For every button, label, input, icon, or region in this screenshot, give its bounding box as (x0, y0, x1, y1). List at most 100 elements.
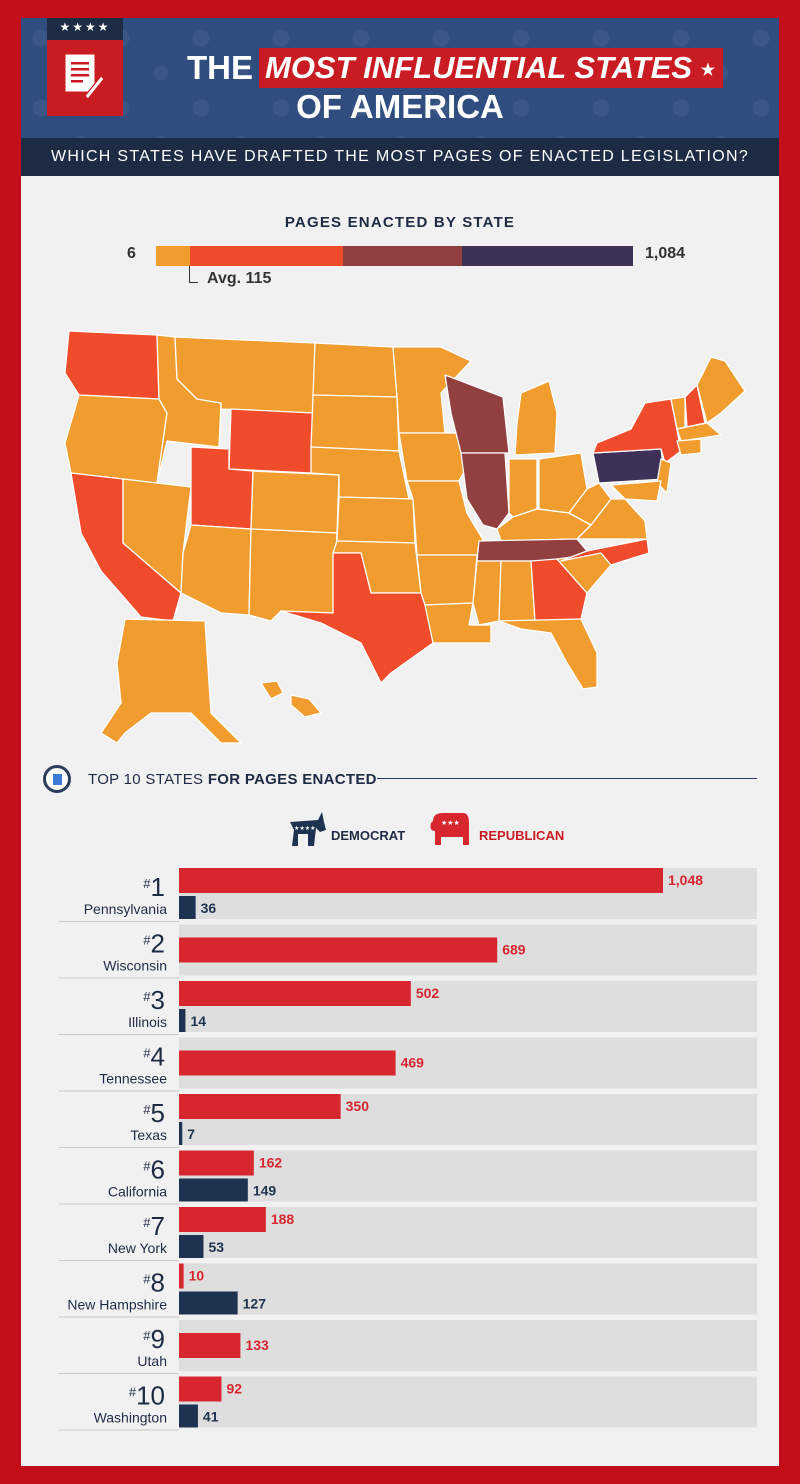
democrat-bar (179, 1291, 238, 1315)
republican-bar (179, 937, 498, 963)
legend-swatch-top (462, 246, 633, 266)
state-FL (498, 618, 598, 690)
state-NC (560, 538, 650, 566)
badge-stars: ★★★★ (59, 20, 111, 34)
rank-label: #3 (143, 985, 165, 1015)
state-label: Illinois (128, 1014, 167, 1030)
rank-label: #9 (143, 1324, 165, 1354)
republican-bar (179, 1263, 184, 1289)
badge-ribbon (47, 18, 123, 40)
democrat-bar (179, 1009, 186, 1032)
rank-label: #10 (129, 1381, 165, 1411)
republican-bar (179, 1094, 341, 1119)
legend-swatch-low (156, 246, 190, 266)
avg-marker (189, 266, 198, 283)
democrat-value-label: 127 (243, 1296, 267, 1312)
republican-value-label: 162 (259, 1155, 283, 1171)
state-HI (260, 680, 322, 718)
subtitle-bar: WHICH STATES HAVE DRAFTED THE MOST PAGES… (21, 138, 779, 176)
republican-legend-label: REPUBLICAN (479, 828, 565, 843)
state-label: Pennsylvania (84, 901, 167, 917)
infographic-frame: ★★★★ THE MOST INFLUENTIAL STATES ★ OF AME… (21, 18, 779, 1466)
rank-label: #7 (143, 1211, 165, 1241)
legend-avg-label: Avg. 115 (207, 270, 272, 287)
state-label: California (108, 1184, 167, 1200)
rank-label: #5 (143, 1098, 165, 1128)
top10-heading-bold: FOR PAGES ENACTED (207, 771, 377, 788)
legend-swatch-mid (190, 246, 343, 266)
title-prefix: THE (187, 49, 253, 86)
republican-value-label: 92 (226, 1381, 242, 1397)
row-background (179, 1376, 757, 1428)
title-highlight-text: MOST INFLUENTIAL STATES (265, 50, 693, 85)
state-CT (676, 438, 702, 456)
democrat-bar (179, 1235, 204, 1258)
state-label: New York (108, 1240, 168, 1256)
state-label: Tennessee (99, 1071, 167, 1087)
rank-label: #2 (143, 929, 165, 959)
header-banner: ★★★★ THE MOST INFLUENTIAL STATES ★ OF AME… (21, 18, 779, 138)
state-MS (472, 560, 502, 626)
state-MI (514, 380, 558, 456)
state-GA (530, 558, 588, 622)
list-icon (43, 765, 71, 793)
rank-label: #4 (143, 1042, 165, 1072)
democrat-value-label: 149 (253, 1183, 277, 1199)
republican-bar (179, 981, 411, 1006)
row-background (179, 1320, 757, 1371)
svg-text:★★★★: ★★★★ (294, 825, 316, 832)
republican-value-label: 188 (271, 1211, 295, 1227)
legend-title: PAGES ENACTED BY STATE (284, 214, 516, 231)
republican-value-label: 689 (502, 942, 526, 958)
legend-max-value: 1,084 (645, 245, 686, 262)
title-star-icon: ★ (700, 61, 716, 79)
row-background (179, 1150, 757, 1202)
republican-bar (179, 1150, 254, 1176)
democrat-bar (179, 1122, 183, 1145)
democrat-bar (179, 896, 196, 919)
state-label: Texas (130, 1127, 167, 1143)
republican-bar (179, 868, 663, 893)
democrat-value-label: 41 (203, 1409, 219, 1425)
republican-bar (179, 1050, 396, 1076)
republican-value-label: 1,048 (668, 872, 703, 888)
republican-bar (179, 1207, 266, 1232)
rank-label: #8 (143, 1268, 165, 1298)
state-WV (568, 482, 612, 526)
title-line-2: OF AMERICA (296, 88, 504, 125)
republican-value-label: 502 (416, 985, 440, 1001)
rank-label: #1 (143, 872, 165, 902)
state-label: Utah (137, 1353, 167, 1369)
republican-value-label: 10 (189, 1268, 205, 1284)
top10-heading-prefix: TOP 10 STATES (88, 771, 208, 788)
democrat-value-label: 7 (187, 1126, 195, 1142)
democrat-value-label: 53 (208, 1239, 224, 1255)
democrat-bar (179, 1178, 248, 1202)
republican-bar (179, 1376, 222, 1402)
state-label: Washington (94, 1410, 167, 1426)
title-line-1: THE MOST INFLUENTIAL STATES ★ (187, 48, 724, 88)
state-TX (280, 552, 434, 684)
document-pen-icon (65, 54, 105, 100)
legend-min-value: 6 (127, 245, 136, 262)
republican-value-label: 350 (346, 1098, 370, 1114)
svg-text:★★★: ★★★ (441, 819, 460, 827)
row-background (179, 1207, 757, 1258)
state-MA (676, 422, 722, 442)
row-background (179, 1263, 757, 1315)
title-highlight: MOST INFLUENTIAL STATES ★ (259, 48, 724, 88)
donkey-icon: ★★★★ (290, 812, 326, 846)
republican-bar (179, 1333, 241, 1358)
democrat-bar (179, 1404, 198, 1428)
state-label: New Hampshire (67, 1297, 167, 1313)
republican-value-label: 469 (401, 1055, 425, 1071)
top10-heading: TOP 10 STATES FOR PAGES ENACTED (88, 771, 377, 788)
republican-value-label: 133 (245, 1337, 269, 1353)
elephant-icon: ★★★ (430, 813, 469, 845)
legend-swatch-high (343, 246, 462, 266)
state-label: Wisconsin (103, 958, 167, 974)
democrat-legend-label: DEMOCRAT (331, 828, 406, 843)
us-map (64, 330, 746, 744)
state-AK (100, 618, 242, 744)
